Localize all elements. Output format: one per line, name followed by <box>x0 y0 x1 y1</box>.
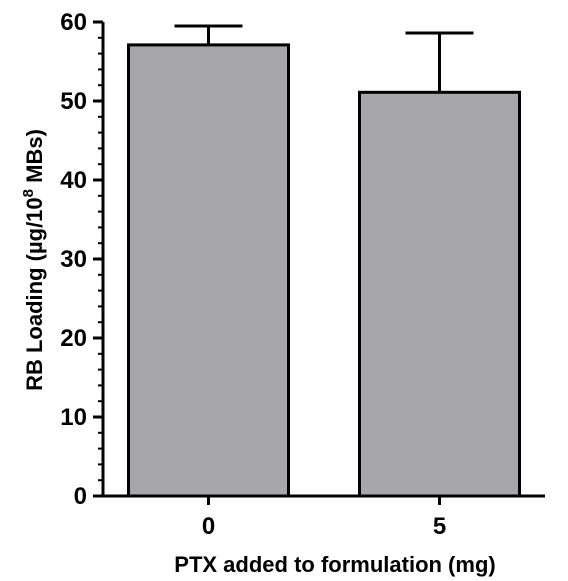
x-axis <box>102 494 545 505</box>
y-tick-label: 0 <box>74 483 87 510</box>
y-tick-label: 50 <box>60 88 87 115</box>
bars <box>127 24 521 498</box>
y-axis-title-prefix: RB Loading (µg/10 <box>22 197 47 391</box>
x-tick-label: 5 <box>433 513 446 540</box>
y-tick-labels: 0 10 20 30 40 50 60 <box>60 9 87 510</box>
x-tick-label: 0 <box>202 513 215 540</box>
y-tick-label: 20 <box>60 325 87 352</box>
y-axis-title-suffix: MBs) <box>22 129 47 189</box>
y-tick-label: 40 <box>60 167 87 194</box>
y-axis-title-superscript: 8 <box>20 189 37 197</box>
y-axis <box>93 20 105 498</box>
y-axis-title: RB Loading (µg/108 MBs) <box>20 129 47 391</box>
y-tick-label: 30 <box>60 246 87 273</box>
x-axis-title: PTX added to formulation (mg) <box>174 552 495 577</box>
bar-5 <box>358 90 521 498</box>
y-tick-label: 60 <box>60 9 87 36</box>
y-tick-label: 10 <box>60 404 87 431</box>
bar-0 <box>127 43 290 498</box>
